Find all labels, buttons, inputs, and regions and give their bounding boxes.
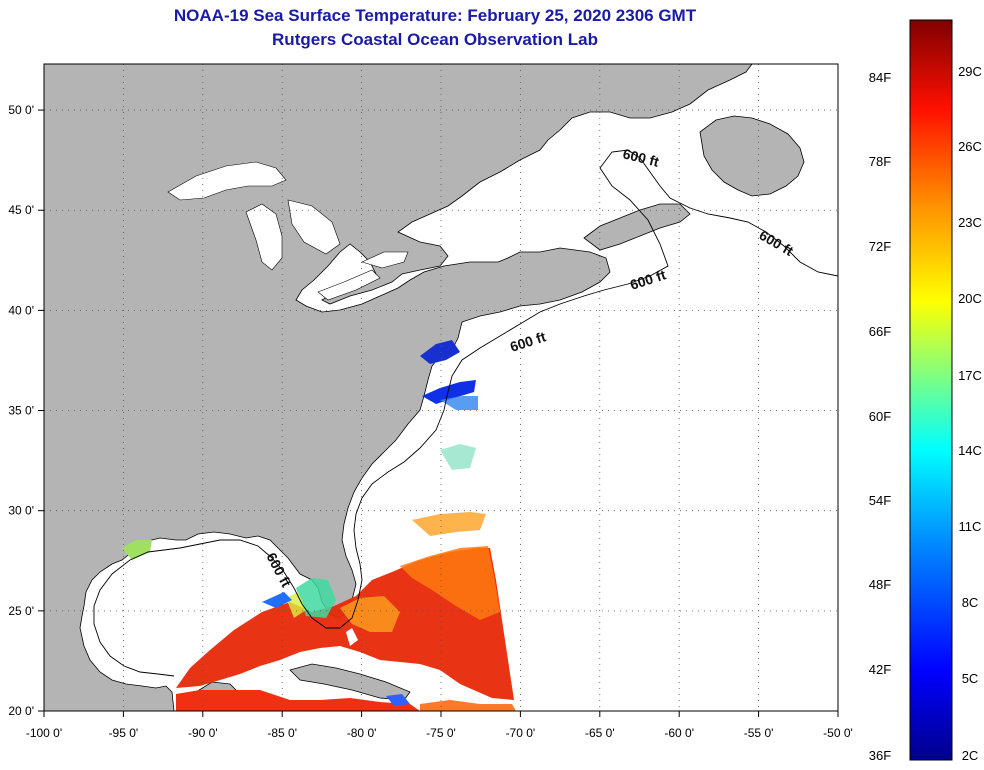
lat-tick-label: 45 0'	[8, 203, 34, 217]
colorbar-label-c: 14C	[958, 443, 982, 458]
lat-tick-label: 20 0'	[8, 704, 34, 718]
lat-tick-label: 25 0'	[8, 604, 34, 618]
colorbar-label-c: 11C	[959, 519, 982, 534]
colorbar-celsius-labels: 29C 26C 23C 20C 17C 14C 11C 8C 5C 2C	[958, 64, 982, 763]
colorbar-label-c: 2C	[962, 748, 979, 763]
colorbar-label-c: 23C	[958, 215, 982, 230]
map-subtitle: Rutgers Coastal Ocean Observation Lab	[272, 30, 598, 49]
colorbar-label-f: 60F	[869, 409, 891, 424]
colorbar-label-f: 54F	[869, 493, 891, 508]
lon-tick-label: -50 0'	[823, 726, 853, 740]
colorbar-label-f: 42F	[869, 662, 891, 677]
lon-tick-label: -80 0'	[347, 726, 377, 740]
lake-erie-ontario	[317, 251, 409, 301]
colorbar	[909, 19, 953, 761]
land-cuba	[289, 663, 411, 701]
colorbar-label-c: 8C	[962, 595, 979, 610]
latitude-labels: 20 0' 25 0' 30 0' 35 0' 40 0' 45 0' 50 0'	[8, 103, 44, 718]
lon-tick-label: -55 0'	[744, 726, 774, 740]
land-nova-scotia	[583, 203, 691, 251]
colorbar-label-f: 36F	[869, 748, 891, 763]
lat-tick-label: 40 0'	[8, 303, 34, 317]
colorbar-fahrenheit-labels: 84F 78F 72F 66F 60F 54F 48F 42F 36F	[869, 70, 891, 763]
graticule	[44, 64, 838, 711]
lon-tick-label: -90 0'	[188, 726, 218, 740]
colorbar-label-c: 20C	[958, 291, 982, 306]
lon-tick-label: -75 0'	[426, 726, 456, 740]
colorbar-label-f: 72F	[869, 239, 891, 254]
map-title: NOAA-19 Sea Surface Temperature: Februar…	[173, 6, 697, 25]
lake-michigan-huron	[245, 199, 341, 271]
depth-contour-600ft	[93, 149, 838, 677]
colorbar-label-f: 78F	[869, 154, 891, 169]
lon-tick-label: -95 0'	[109, 726, 139, 740]
lat-tick-label: 50 0'	[8, 103, 34, 117]
colorbar-label-c: 5C	[962, 671, 979, 686]
lon-tick-label: -60 0'	[664, 726, 694, 740]
lake-superior	[167, 161, 287, 201]
lon-tick-label: -65 0'	[585, 726, 615, 740]
lat-tick-label: 35 0'	[8, 404, 34, 418]
colorbar-label-f: 48F	[869, 577, 891, 592]
lon-tick-label: -70 0'	[506, 726, 536, 740]
land-newfoundland	[699, 115, 805, 197]
colorbar-label-f: 66F	[869, 324, 891, 339]
lat-tick-label: 30 0'	[8, 504, 34, 518]
colorbar-label-f: 84F	[869, 70, 891, 85]
land-north-america	[44, 64, 753, 711]
lon-tick-label: -100 0'	[26, 726, 62, 740]
colorbar-label-c: 29C	[958, 64, 982, 79]
colorbar-label-c: 17C	[958, 368, 982, 383]
lon-tick-label: -85 0'	[267, 726, 297, 740]
longitude-labels: -100 0' -95 0' -90 0' -85 0' -80 0' -75 0' -70…	[26, 711, 853, 740]
colorbar-label-c: 26C	[958, 139, 982, 154]
